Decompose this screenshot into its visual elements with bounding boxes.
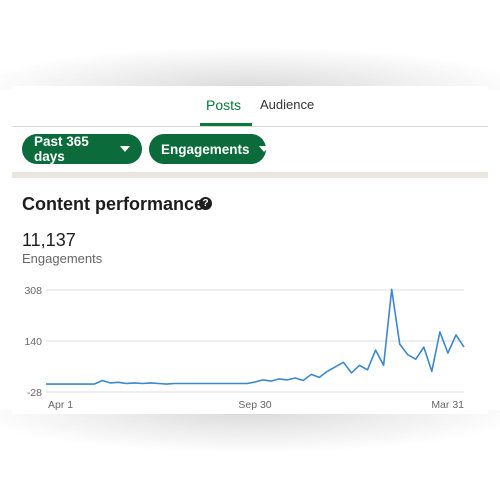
tab-bar: Posts Audience (12, 86, 488, 127)
tab-audience[interactable]: Audience (260, 97, 315, 112)
caret-down-icon (120, 146, 130, 152)
x-tick-label: Sep 30 (238, 399, 271, 411)
section-title: Content performance (22, 194, 205, 214)
engagement-total: 11,137 (22, 230, 76, 250)
section-divider (12, 172, 488, 178)
tab-posts[interactable]: Posts (206, 97, 242, 113)
background-shadow-bottom (0, 410, 500, 500)
question-circle-icon[interactable]: ? (199, 197, 212, 210)
x-tick-label: Mar 31 (431, 399, 464, 411)
date-range-dropdown[interactable]: Past 365 days (22, 134, 142, 164)
engagement-total-label: Engagements (22, 251, 103, 266)
engagements-line-chart: 308 140 -28 Apr 1 Sep 30 Mar 31 (24, 285, 465, 411)
y-tick-label: 308 (24, 285, 42, 297)
metric-dropdown[interactable]: Engagements (149, 134, 269, 164)
y-tick-label: 140 (24, 336, 42, 348)
x-tick-label: Apr 1 (48, 399, 73, 411)
background-shadow-top (0, 0, 500, 90)
caret-down-icon (258, 146, 269, 152)
analytics-card: Posts Audience Past 365 days Engagements… (12, 86, 488, 414)
active-tab-indicator (200, 123, 252, 126)
y-tick-label: -28 (27, 387, 42, 399)
engagements-series-line (46, 288, 465, 385)
metric-label: Engagements (161, 141, 250, 157)
date-range-label: Past 365 days (34, 134, 89, 164)
